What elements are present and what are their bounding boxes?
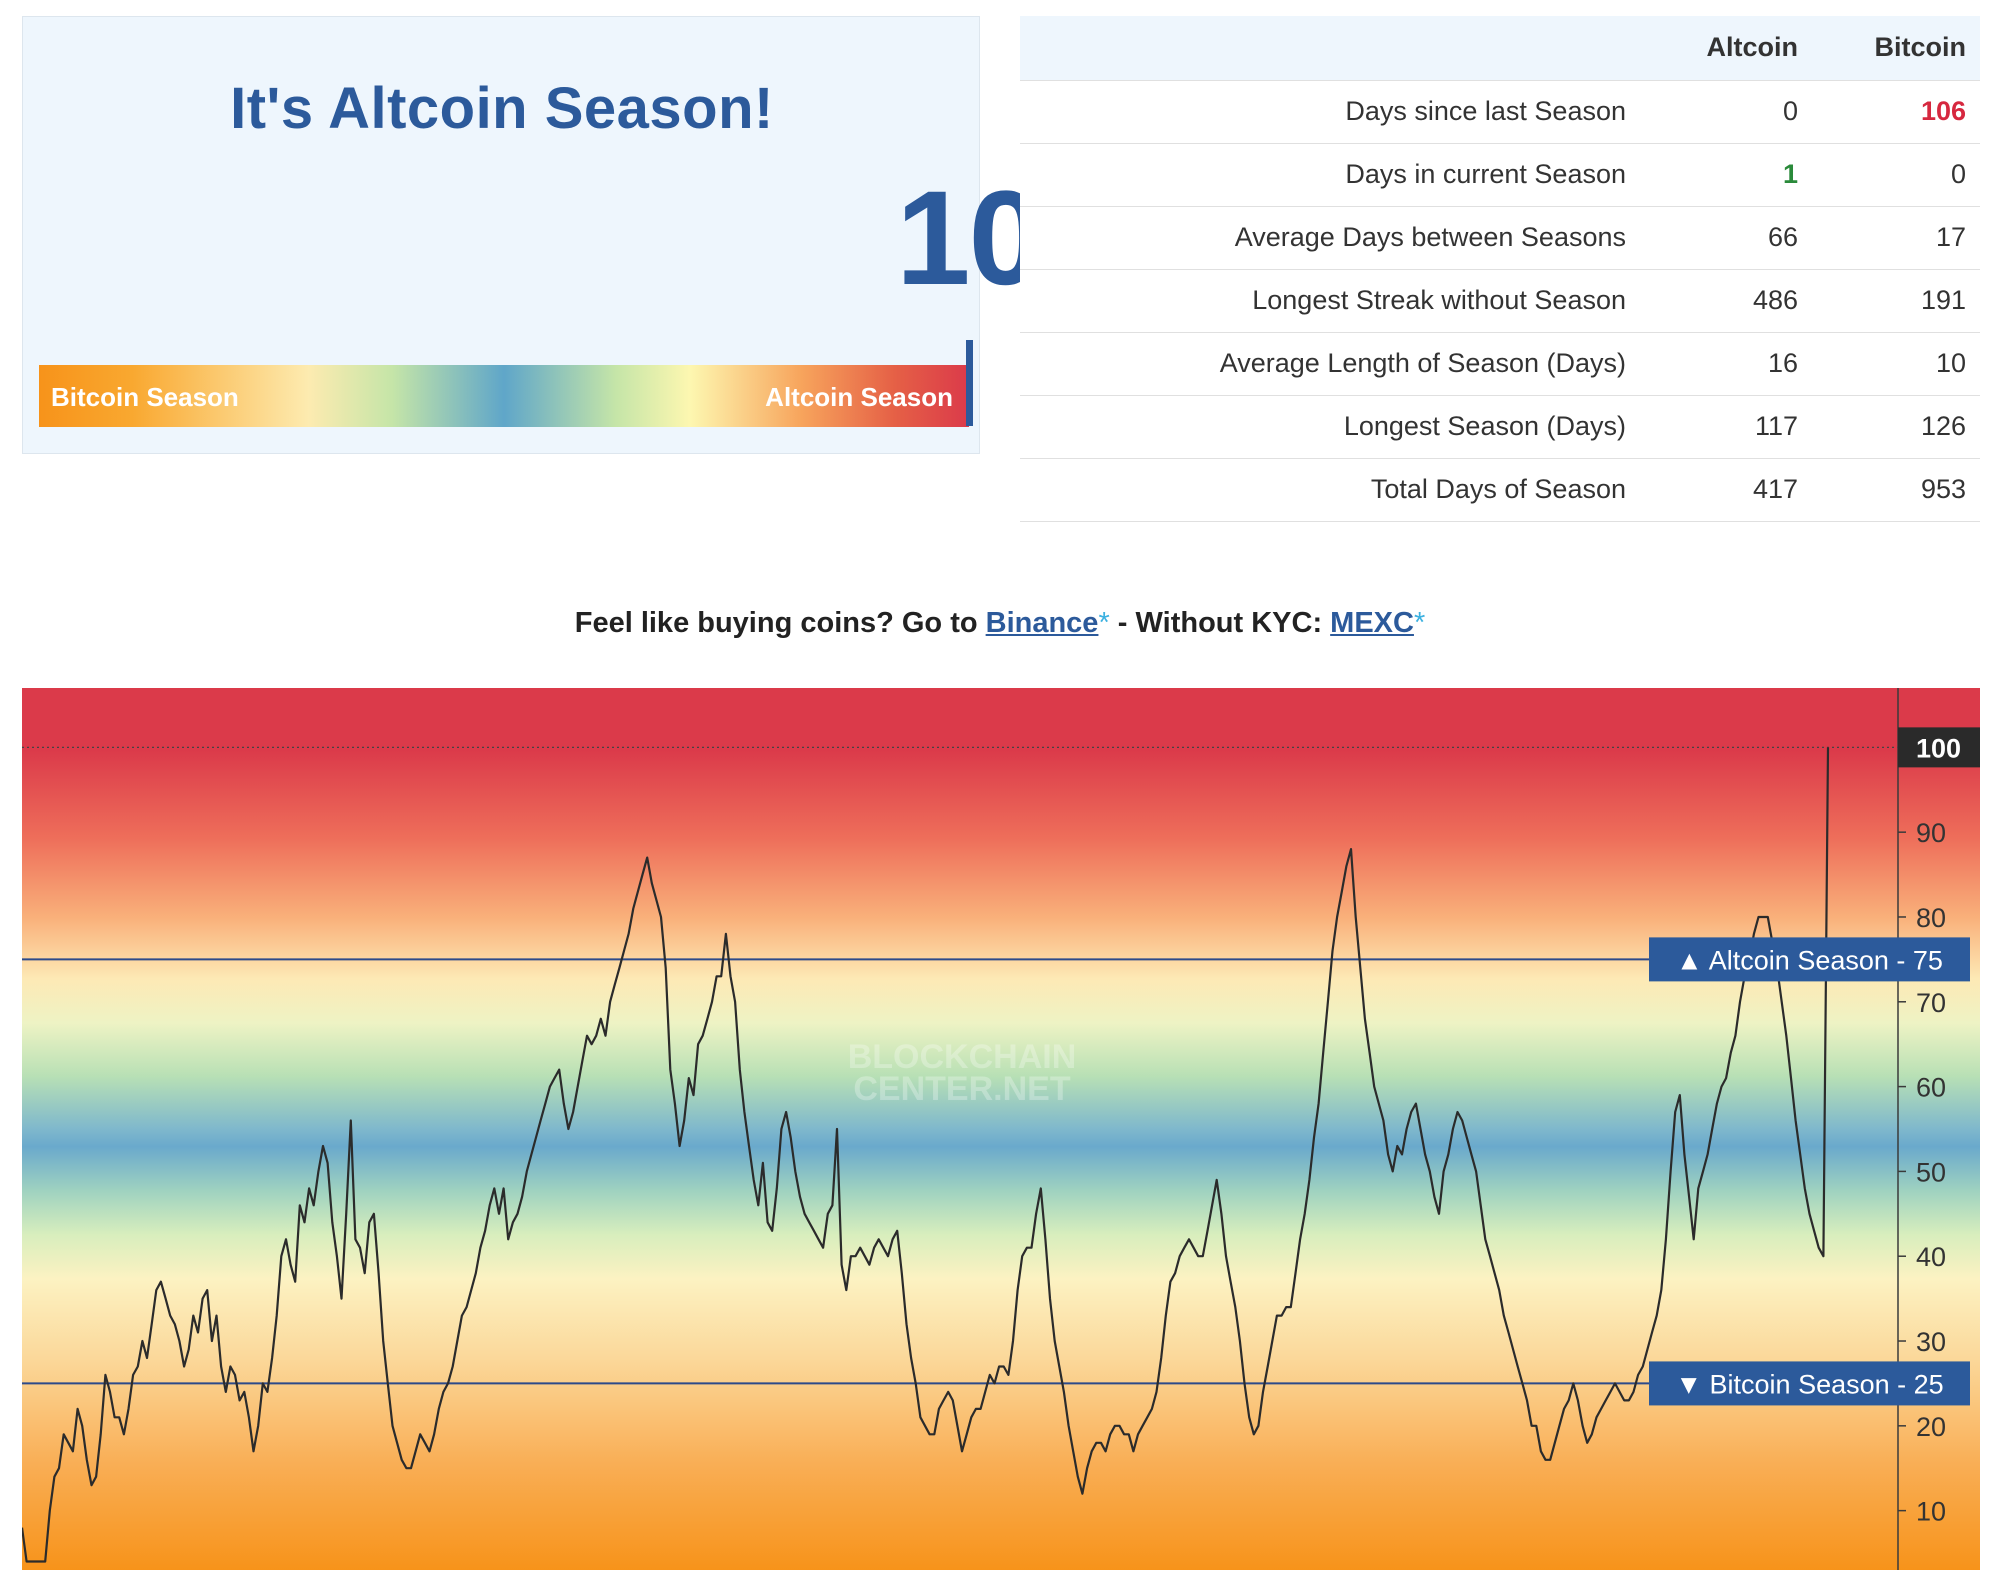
stat-bitcoin-value: 106 [1812, 79, 1980, 143]
altcoin-season-badge-label: ▲ Altcoin Season - 75 [1676, 945, 1943, 975]
stat-bitcoin-value: 0 [1812, 142, 1980, 206]
stat-label: Longest Season (Days) [1020, 394, 1640, 458]
gauge-altcoin-label: Altcoin Season [765, 382, 953, 412]
binance-link[interactable]: Binance [985, 607, 1099, 639]
stat-label: Days since last Season [1020, 79, 1640, 143]
stat-label: Average Length of Season (Days) [1020, 331, 1640, 395]
stat-label: Total Days of Season [1020, 457, 1640, 522]
chart-background [22, 688, 1980, 1570]
altcoin-season-badge [1649, 937, 1970, 982]
stat-bitcoin-value: 953 [1812, 457, 1980, 522]
stat-altcoin-value: 0 [1640, 79, 1812, 143]
y-tick-label: 20 [1916, 1412, 1946, 1442]
stat-altcoin-value: 417 [1640, 457, 1812, 522]
table-row: Days in current Season 1 0 [1020, 142, 1980, 206]
promo-line: Feel like buying coins? Go to Binance* -… [0, 607, 2000, 640]
stat-bitcoin-value: 10 [1812, 331, 1980, 395]
y-tick-label: 30 [1916, 1327, 1946, 1357]
stat-label: Longest Streak without Season [1020, 268, 1640, 332]
mexc-asterisk: * [1413, 607, 1426, 639]
table-row: Average Length of Season (Days) 16 10 [1020, 331, 1980, 395]
stats-header-bitcoin: Bitcoin [1812, 16, 1980, 80]
bitcoin-season-badge-label: ▼ Bitcoin Season - 25 [1675, 1369, 1943, 1399]
promo-middle: - Without KYC: [1109, 607, 1331, 639]
stats-header-row: Altcoin Bitcoin [1020, 16, 1980, 80]
season-title: It's Altcoin Season! [230, 76, 774, 141]
altcoin-season-chart: BLOCKCHAIN CENTER.NET 10 20 30 40 50 60 70 80 90 10… [22, 688, 1980, 1570]
stats-header-altcoin: Altcoin [1640, 16, 1812, 80]
y-tick-label: 80 [1916, 903, 1946, 933]
y-tick-label: 50 [1916, 1157, 1946, 1187]
chart-watermark: CENTER.NET [853, 1070, 1070, 1108]
stat-altcoin-value: 66 [1640, 205, 1812, 269]
promo-prefix: Feel like buying coins? Go to [574, 607, 986, 639]
current-value-badge [1898, 727, 1980, 768]
y-tick-label: 90 [1916, 818, 1946, 848]
season-hero-panel: It's Altcoin Season! Bitcoin Season Altc… [22, 16, 980, 454]
mexc-link[interactable]: MEXC [1330, 607, 1414, 639]
gauge-marker [966, 340, 973, 426]
stat-label: Average Days between Seasons [1020, 205, 1640, 269]
stat-label: Days in current Season [1020, 142, 1640, 206]
y-tick-label: 40 [1916, 1242, 1946, 1272]
y-tick-label: 70 [1916, 988, 1946, 1018]
gauge-bitcoin-label: Bitcoin Season [51, 382, 239, 412]
table-row: Longest Streak without Season 486 191 [1020, 268, 1980, 332]
table-row: Days since last Season 0 106 [1020, 79, 1980, 143]
table-row: Total Days of Season 417 953 [1020, 457, 1980, 522]
stat-altcoin-value: 486 [1640, 268, 1812, 332]
season-index-line [22, 747, 1830, 1563]
table-row: Average Days between Seasons 66 17 [1020, 205, 1980, 269]
stat-bitcoin-value: 126 [1812, 394, 1980, 458]
season-stats-table: Altcoin Bitcoin Days since last Season 0… [1020, 16, 1980, 522]
stat-bitcoin-value: 191 [1812, 268, 1980, 332]
stat-altcoin-value: 1 [1640, 142, 1812, 206]
season-gauge-bar: Bitcoin Season Altcoin Season [39, 365, 969, 427]
bitcoin-season-badge [1649, 1361, 1970, 1406]
current-value-label: 100 [1916, 733, 1961, 763]
binance-asterisk: * [1098, 607, 1110, 639]
stats-header-label [1020, 16, 1640, 80]
stat-altcoin-value: 16 [1640, 331, 1812, 395]
chart-watermark: BLOCKCHAIN [848, 1038, 1077, 1076]
y-tick-label: 10 [1916, 1497, 1946, 1527]
stat-bitcoin-value: 17 [1812, 205, 1980, 269]
y-tick-label: 60 [1916, 1073, 1946, 1103]
table-row: Longest Season (Days) 117 126 [1020, 394, 1980, 458]
stat-altcoin-value: 117 [1640, 394, 1812, 458]
